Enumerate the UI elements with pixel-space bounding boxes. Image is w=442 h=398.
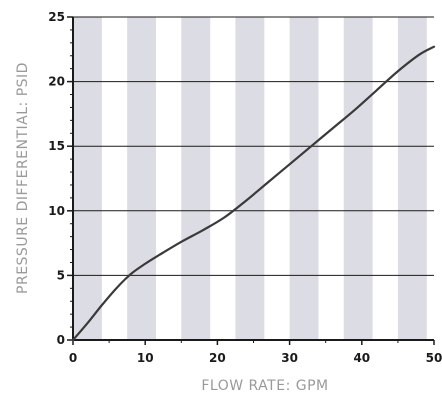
band-0 (73, 17, 102, 340)
y-tick-label-2: 10 (48, 204, 65, 218)
y-tick-label-3: 15 (48, 139, 65, 153)
band-6 (397, 17, 427, 340)
band-3 (235, 17, 265, 340)
x-axis-label: FLOW RATE: GPM (201, 378, 328, 394)
y-tick-label-4: 20 (48, 75, 65, 89)
x-tick-label-3: 30 (281, 351, 298, 365)
y-tick-labels: 0 5 10 15 20 25 (48, 10, 65, 347)
y-tick-label-1: 5 (57, 268, 65, 282)
band-2 (181, 17, 211, 340)
x-tick-label-0: 0 (69, 351, 77, 365)
band-5 (343, 17, 373, 340)
series-line (71, 45, 436, 342)
x-tick-label-1: 10 (137, 351, 154, 365)
x-tick-label-4: 40 (353, 351, 370, 365)
y-axis-label: PRESSURE DIFFERENTIAL: PSID (15, 62, 31, 294)
x-tick-label-5: 50 (426, 351, 442, 365)
background-bands (73, 17, 427, 340)
horizontal-gridlines (73, 16, 434, 276)
x-tick-label-2: 20 (209, 351, 226, 365)
band-4 (289, 17, 319, 340)
band-1 (127, 17, 157, 340)
y-tick-label-0: 0 (57, 333, 65, 347)
y-tick-label-5: 25 (48, 10, 65, 24)
x-tick-labels: 0 10 20 30 40 50 (69, 351, 442, 365)
